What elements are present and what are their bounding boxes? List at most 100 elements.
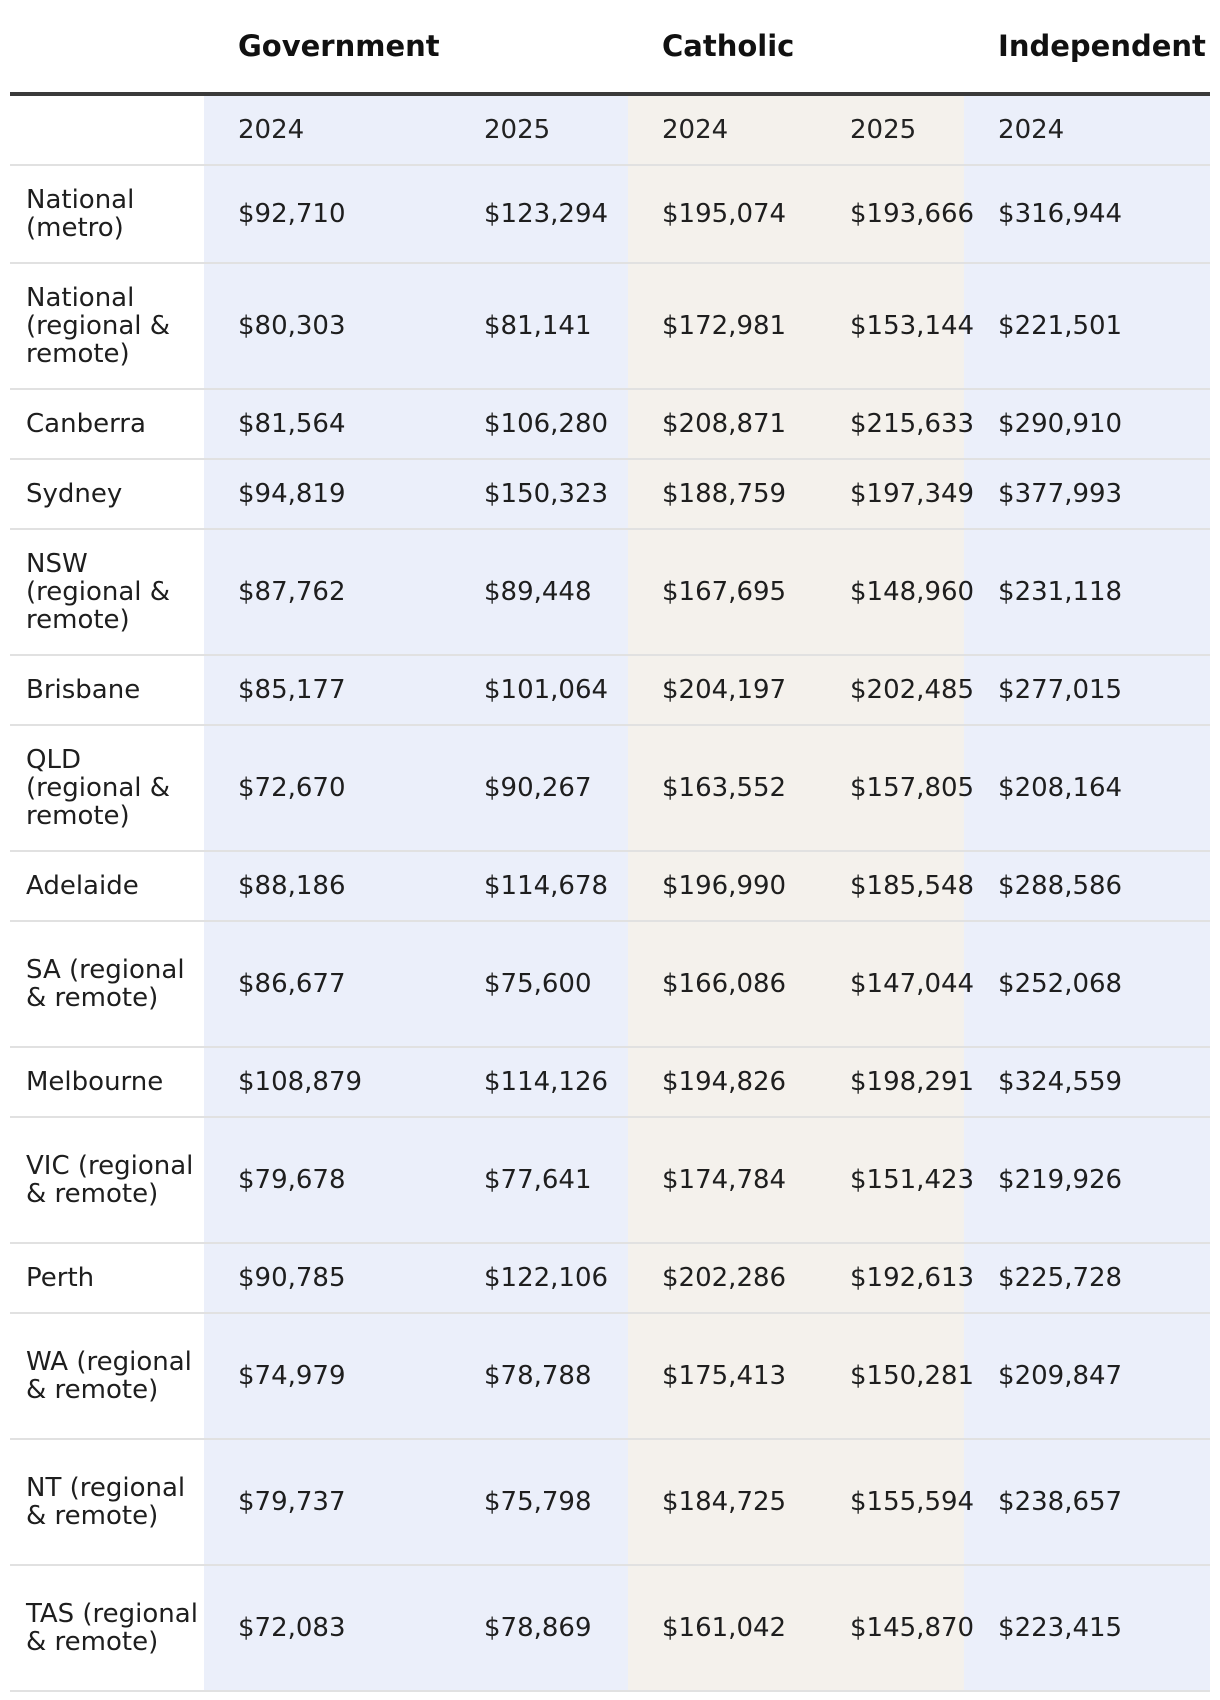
year-header: 2025 [450,94,629,166]
year-header-blank [10,94,204,166]
value-cell: $238,657 [964,1439,1210,1566]
value-cell: $94,819 [204,459,450,530]
value-cell: $208,871 [628,389,817,460]
value-cell: $231,118 [964,529,1210,656]
value-cell: $78,788 [450,1313,629,1440]
value-cell: $157,805 [816,725,974,852]
value-cell: $185,548 [816,851,974,922]
region-cell: NT (regional & remote) [10,1439,204,1566]
region-cell: QLD (regional & remote) [10,725,204,852]
table-row: WA (regional & remote) $74,979 $78,788 $… [10,1313,1210,1440]
value-cell: $75,798 [450,1439,629,1566]
region-cell: Brisbane [10,655,204,726]
value-cell: $77,641 [450,1117,629,1244]
region-cell: Canberra [10,389,204,460]
value-cell: $163,552 [628,725,817,852]
value-cell: $194,826 [628,1047,817,1118]
table-row: National (regional & remote) $80,303 $81… [10,263,1210,390]
value-cell: $221,501 [964,263,1210,390]
year-header-row: 2024 2025 2024 2025 2024 [10,94,1210,166]
region-cell: VIC (regional & remote) [10,1117,204,1244]
table-row: Canberra $81,564 $106,280 $208,871 $215,… [10,389,1210,460]
value-cell: $161,042 [628,1565,817,1692]
value-cell: $89,448 [450,529,629,656]
value-cell: $252,068 [964,921,1210,1048]
value-cell: $202,286 [628,1243,817,1314]
value-cell: $88,186 [204,851,450,922]
value-cell: $198,291 [816,1047,974,1118]
value-cell: $101,064 [450,655,629,726]
table-row: QLD (regional & remote) $72,670 $90,267 … [10,725,1210,852]
government-header: Government [204,0,629,96]
value-cell: $219,926 [964,1117,1210,1244]
value-cell: $209,847 [964,1313,1210,1440]
value-cell: $155,594 [816,1439,974,1566]
funding-table-container[interactable]: Government Catholic Independent 2024 202… [10,0,1210,1700]
table-row: National (metro) $92,710 $123,294 $195,0… [10,165,1210,264]
value-cell: $150,323 [450,459,629,530]
value-cell: $86,677 [204,921,450,1048]
region-cell: NSW (regional & remote) [10,529,204,656]
school-funding-table: Government Catholic Independent 2024 202… [10,0,1210,1692]
value-cell: $153,144 [816,263,974,390]
value-cell: $123,294 [450,165,629,264]
region-cell: TAS (regional & remote) [10,1565,204,1692]
value-cell: $72,670 [204,725,450,852]
region-cell: SA (regional & remote) [10,921,204,1048]
region-cell: Melbourne [10,1047,204,1118]
value-cell: $175,413 [628,1313,817,1440]
value-cell: $79,678 [204,1117,450,1244]
value-cell: $85,177 [204,655,450,726]
table-row: Perth $90,785 $122,106 $202,286 $192,613… [10,1243,1210,1314]
region-cell: Perth [10,1243,204,1314]
region-cell: WA (regional & remote) [10,1313,204,1440]
value-cell: $192,613 [816,1243,974,1314]
value-cell: $145,870 [816,1565,974,1692]
value-cell: $223,415 [964,1565,1210,1692]
value-cell: $204,197 [628,655,817,726]
value-cell: $81,564 [204,389,450,460]
value-cell: $377,993 [964,459,1210,530]
value-cell: $225,728 [964,1243,1210,1314]
value-cell: $197,349 [816,459,974,530]
region-cell: Adelaide [10,851,204,922]
year-header: 2025 [816,94,965,166]
value-cell: $78,869 [450,1565,629,1692]
value-cell: $108,879 [204,1047,450,1118]
independent-header: Independent [964,0,1210,96]
value-cell: $114,678 [450,851,629,922]
value-cell: $80,303 [204,263,450,390]
value-cell: $150,281 [816,1313,974,1440]
value-cell: $147,044 [816,921,974,1048]
value-cell: $202,485 [816,655,974,726]
sector-header-row: Government Catholic Independent [10,0,1210,96]
value-cell: $114,126 [450,1047,629,1118]
value-cell: $75,600 [450,921,629,1048]
table-row: Melbourne $108,879 $114,126 $194,826 $19… [10,1047,1210,1118]
year-header: 2024 [628,94,817,166]
table-row: Brisbane $85,177 $101,064 $204,197 $202,… [10,655,1210,726]
region-cell: National (regional & remote) [10,263,204,390]
value-cell: $74,979 [204,1313,450,1440]
value-cell: $193,666 [816,165,974,264]
value-cell: $215,633 [816,389,974,460]
value-cell: $290,910 [964,389,1210,460]
value-cell: $208,164 [964,725,1210,852]
year-header: 2024 [204,94,450,166]
table-row: SA (regional & remote) $86,677 $75,600 $… [10,921,1210,1048]
catholic-header: Catholic [628,0,965,96]
value-cell: $316,944 [964,165,1210,264]
value-cell: $72,083 [204,1565,450,1692]
value-cell: $324,559 [964,1047,1210,1118]
value-cell: $90,267 [450,725,629,852]
table-row: Sydney $94,819 $150,323 $188,759 $197,34… [10,459,1210,530]
value-cell: $288,586 [964,851,1210,922]
table-row: NT (regional & remote) $79,737 $75,798 $… [10,1439,1210,1566]
table-body: National (metro) $92,710 $123,294 $195,0… [10,165,1210,1692]
value-cell: $87,762 [204,529,450,656]
value-cell: $106,280 [450,389,629,460]
value-cell: $148,960 [816,529,974,656]
year-header: 2024 [964,94,1210,166]
value-cell: $188,759 [628,459,817,530]
value-cell: $79,737 [204,1439,450,1566]
